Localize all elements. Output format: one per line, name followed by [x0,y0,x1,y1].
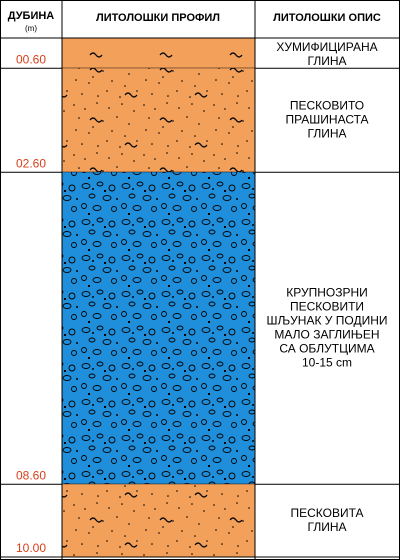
depth-label: 02.60 [16,156,46,170]
description-line: ПЕСКОВИТА [290,506,363,520]
layer-fill [62,38,255,69]
description-line: ГЛИНА [308,520,347,534]
depth-label: 08.60 [16,468,46,482]
description-header: ЛИТОЛОШКИ ОПИС [273,12,381,24]
description-line: ГЛИНА [308,54,347,68]
layer-fill [62,484,255,557]
description-line: ХУМИФИЦИРАНА [276,40,377,54]
description-line: МАЛО ЗАГЛИЊЕН [274,327,379,341]
description-line: 10-15 cm [302,355,352,369]
depth-unit: (m) [25,24,37,33]
layer-fill [62,172,255,485]
layer-fill [62,68,255,173]
profile-header: ЛИТОЛОШКИ ПРОФИЛ [96,12,220,24]
depth-header: ДУБИНА [8,10,55,22]
description-line: ПЕСКОВИТО [290,98,364,112]
layers [0,38,400,558]
description-line: КРУПНОЗРНИ [286,285,368,299]
depth-label: 10.00 [16,541,46,555]
description-line: ПРАШИНАСТА [285,112,368,126]
depth-label: 00.60 [16,52,46,66]
description-line: ПЕСКОВИТИ [290,299,364,313]
description-line: СА ОБЛУТЦИМА [279,341,374,355]
description-line: ШЉУНАК У ПОДИНИ [267,313,388,327]
description-line: ГЛИНА [308,126,347,140]
